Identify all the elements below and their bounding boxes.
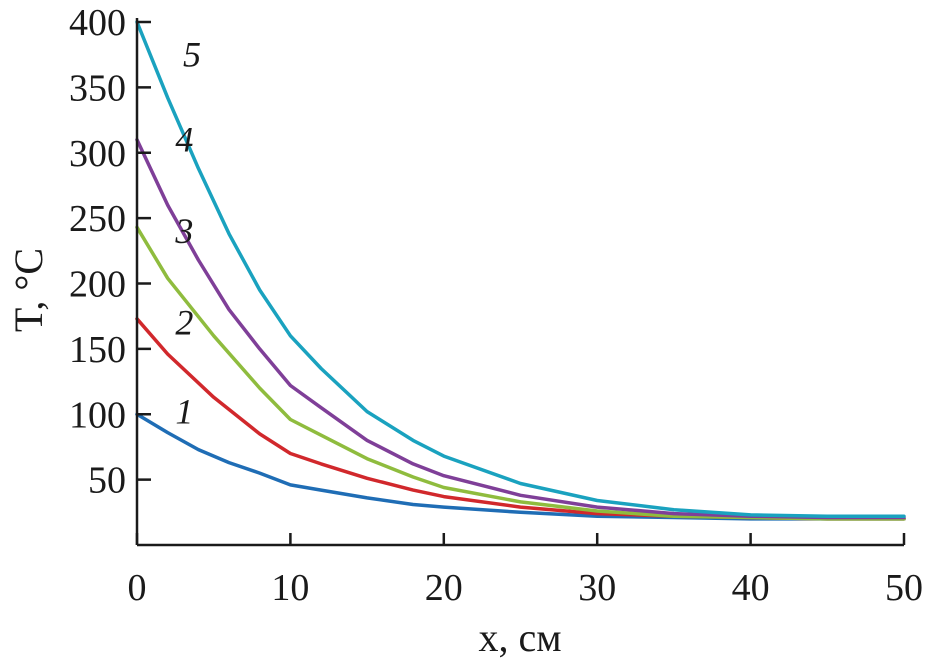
y-tick-label: 350 bbox=[69, 67, 126, 109]
y-tick-label: 100 bbox=[69, 394, 126, 436]
series-line-4 bbox=[135, 137, 906, 520]
y-tick-label: 50 bbox=[88, 460, 126, 502]
series-label-2: 2 bbox=[175, 303, 193, 343]
y-tick-label: 200 bbox=[69, 264, 126, 306]
series-line-2 bbox=[135, 317, 906, 521]
series-line-3 bbox=[135, 225, 906, 521]
series-line-5 bbox=[135, 20, 906, 518]
series-label-4: 4 bbox=[175, 120, 193, 160]
series-labels: 1 2 3 4 5 bbox=[174, 35, 201, 432]
x-tick-label: 10 bbox=[271, 567, 309, 609]
y-tick-label: 300 bbox=[69, 133, 126, 175]
x-tick-label: 30 bbox=[578, 567, 616, 609]
ticks-layer: 0 10 20 30 40 50 50 100 150 200 250 300 350 400 bbox=[69, 2, 923, 609]
x-tick-label: 50 bbox=[885, 567, 923, 609]
y-tick-label: 400 bbox=[69, 2, 126, 44]
x-tick-label: 20 bbox=[425, 567, 463, 609]
x-axis-title: x, см bbox=[478, 615, 561, 660]
x-tick-label: 0 bbox=[128, 567, 147, 609]
y-tick-label: 150 bbox=[69, 329, 126, 371]
series-label-3: 3 bbox=[174, 211, 193, 251]
x-tick-label: 40 bbox=[732, 567, 770, 609]
series-layer bbox=[135, 20, 906, 521]
series-label-1: 1 bbox=[175, 392, 193, 432]
series-label-5: 5 bbox=[183, 35, 201, 75]
y-tick-label: 250 bbox=[69, 198, 126, 240]
axes-layer bbox=[135, 18, 904, 547]
y-axis-title: T, °C bbox=[6, 248, 51, 332]
